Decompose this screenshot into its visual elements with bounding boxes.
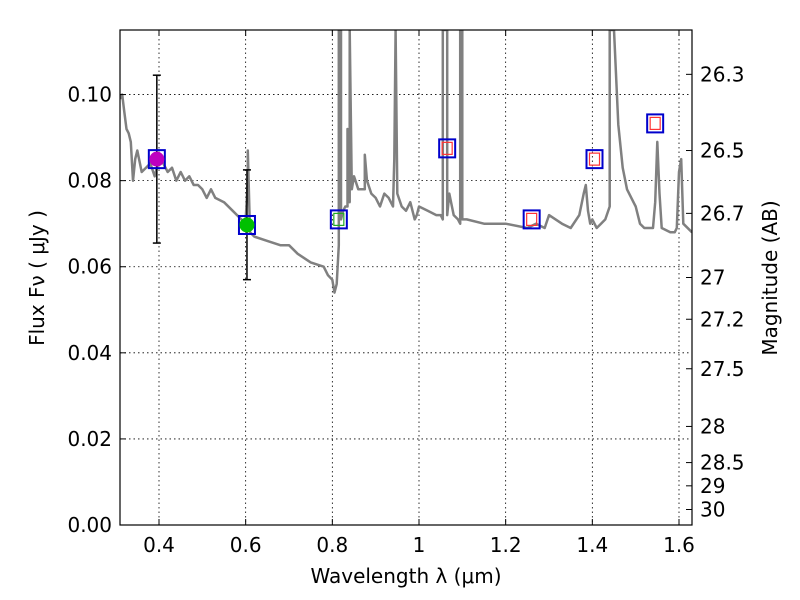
axis-ticks: 0.4 0.6 0.8 1 1.2 1.4 1.6 0.00 0.02 0.04 0.06 0.08 0…: [67, 30, 745, 557]
x-tick-label: 0.6: [230, 533, 262, 557]
right-tick-label: 27: [700, 266, 725, 290]
model-box-band-1.54um: [646, 113, 665, 134]
x-tick-label: 0.8: [316, 533, 348, 557]
y-tick-label: 0.08: [67, 169, 112, 193]
right-axis-label: Magnitude (AB): [758, 200, 782, 355]
y-tick-label: 0.10: [67, 83, 112, 107]
right-tick-label: 27.5: [700, 357, 745, 381]
y-tick-label: 0.04: [67, 341, 112, 365]
right-tick-label: 30: [700, 498, 725, 522]
x-tick-label: 1.4: [576, 533, 608, 557]
right-tick-label: 26.5: [700, 139, 745, 163]
observed-point-band-0.60um: [239, 217, 255, 233]
observed-point-band-0.40um: [149, 151, 165, 167]
model-box-band-0.40um: [147, 149, 166, 170]
y-tick-label: 0.02: [67, 427, 112, 451]
x-tick-label: 1: [413, 533, 426, 557]
model-box-band-1.06um: [438, 138, 457, 159]
model-box-band-0.60um: [237, 214, 256, 235]
observed-point-band-1.40um: [588, 152, 601, 166]
x-tick-label: 1.2: [490, 533, 522, 557]
y-axis-label: Flux Fν ( μJy ): [25, 210, 49, 346]
model-box-band-1.40um: [585, 149, 604, 170]
grid: [120, 30, 692, 526]
right-tick-label: 29: [700, 474, 725, 498]
right-tick-label: 27.2: [700, 307, 745, 331]
model-box-band-1.26um: [522, 209, 541, 230]
x-axis-label: Wavelength λ (μm): [310, 564, 501, 588]
observed-point-band-1.54um: [649, 116, 661, 131]
sed-model-line: [120, 30, 692, 294]
observed-point-band-1.26um: [526, 212, 538, 226]
x-tick-label: 0.4: [143, 533, 175, 557]
plot-frame: [119, 29, 693, 526]
photometry-points: [147, 74, 665, 281]
y-tick-label: 0.06: [67, 255, 112, 279]
observed-point-band-0.81um: [333, 212, 345, 226]
right-tick-label: 28.5: [700, 451, 745, 475]
x-tick-label: 1.6: [663, 533, 695, 557]
right-tick-label: 26.7: [700, 201, 745, 225]
observed-point-band-1.06um: [441, 141, 453, 155]
right-tick-label: 28: [700, 414, 725, 438]
y-tick-label: 0.00: [67, 513, 112, 537]
sed-series: [120, 30, 692, 294]
right-tick-label: 26.3: [700, 62, 745, 86]
model-box-band-0.81um: [329, 209, 348, 230]
